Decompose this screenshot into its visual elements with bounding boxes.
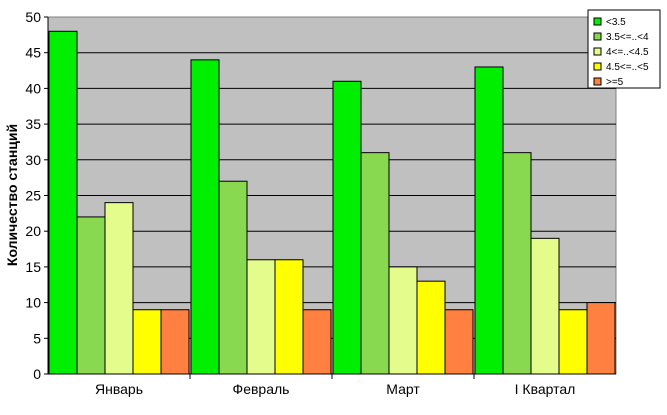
legend-swatch [593, 32, 602, 41]
bar [132, 309, 162, 375]
y-tick-label: 45 [25, 45, 41, 61]
legend-label: 4<=..<4.5 [606, 47, 649, 58]
y-tick-label: 40 [25, 80, 41, 96]
bar [332, 80, 362, 375]
y-tick-label: 20 [25, 223, 41, 239]
bar [104, 202, 134, 375]
bar [48, 30, 78, 375]
legend-label: <3.5 [606, 17, 626, 28]
x-tick-label: Январь [95, 381, 143, 397]
bar [586, 302, 616, 375]
bar [444, 309, 474, 375]
bar [416, 280, 446, 375]
x-tick-labels: Январь Февраль Март I Квартал [95, 381, 575, 397]
legend-swatch [593, 77, 602, 86]
y-axis-label: Количество станций [4, 124, 20, 266]
legend: <3.5 3.5<=..<4 4<=..<4.5 4.5<=..<5 >=5 [587, 9, 661, 89]
y-tick-label: 35 [25, 116, 41, 132]
legend-label: 3.5<=..<4 [606, 32, 649, 43]
bar [246, 259, 276, 375]
bar [558, 309, 588, 375]
bar [274, 259, 304, 375]
y-tick-label: 25 [25, 188, 41, 204]
y-tick-label: 15 [25, 259, 41, 275]
legend-label: >=5 [606, 77, 624, 88]
bar [360, 152, 390, 375]
y-tick-label: 5 [33, 330, 41, 346]
axes [44, 16, 616, 379]
bar [302, 309, 332, 375]
x-tick-label: Март [386, 381, 420, 397]
bar [76, 216, 106, 375]
bar [190, 59, 220, 375]
x-tick-label: Февраль [233, 381, 290, 397]
legend-swatch [593, 62, 602, 71]
bars [48, 30, 616, 375]
bar [502, 152, 532, 375]
y-tick-label: 10 [25, 295, 41, 311]
legend-swatch [593, 47, 602, 56]
bar [530, 237, 560, 375]
bar [218, 180, 248, 375]
y-tick-label: 30 [25, 152, 41, 168]
x-tick-label: I Квартал [515, 381, 576, 397]
bar [388, 266, 418, 375]
legend-swatch [593, 17, 602, 26]
bar [474, 66, 504, 375]
y-tick-label: 50 [25, 9, 41, 25]
y-tick-labels: 0 5 10 15 20 25 30 35 40 45 50 [25, 9, 41, 382]
legend-label: 4.5<=..<5 [606, 62, 649, 73]
bar [160, 309, 190, 375]
y-tick-label: 0 [33, 366, 41, 382]
